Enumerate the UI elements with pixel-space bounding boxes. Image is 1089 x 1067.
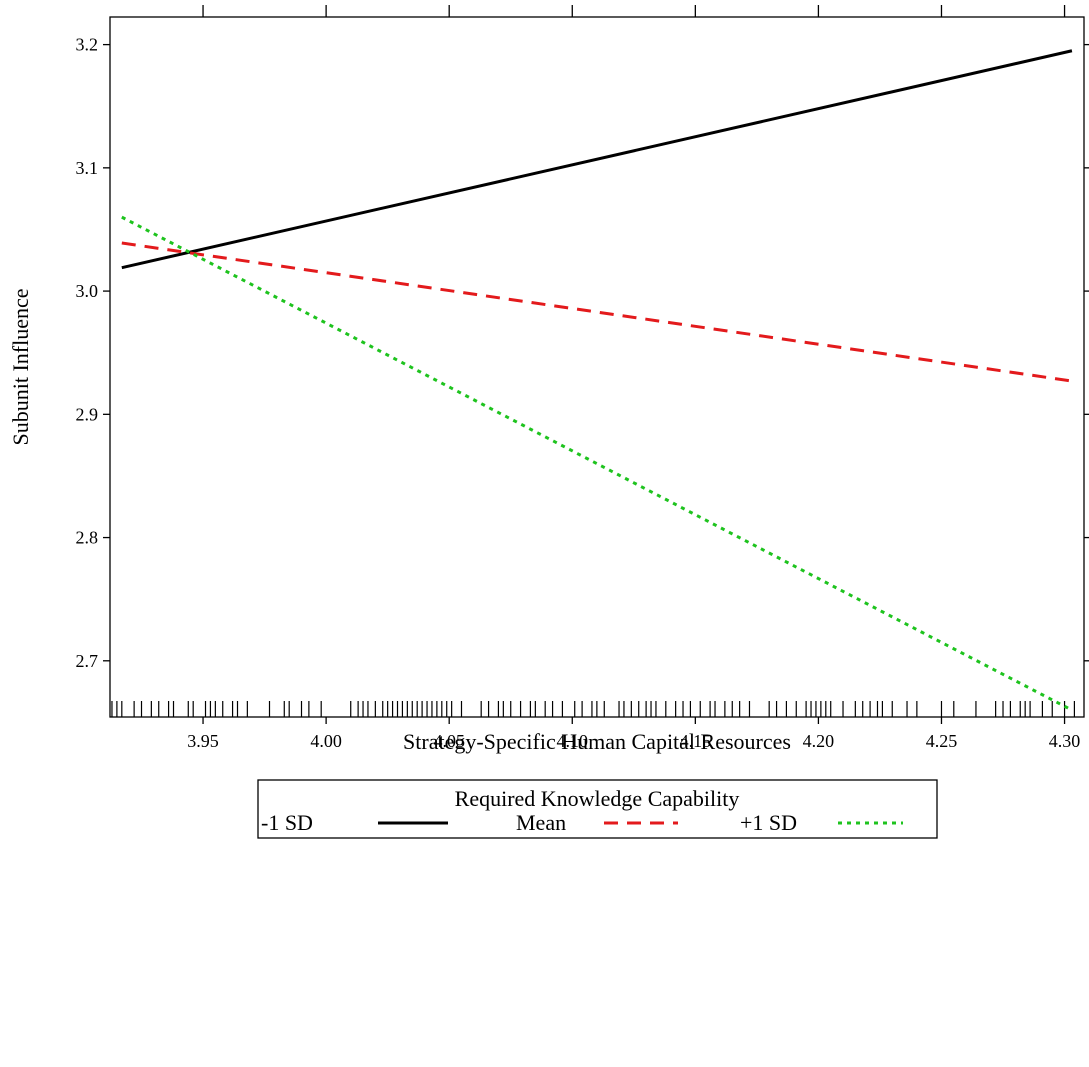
x-tick-label: 4.15 — [680, 731, 712, 751]
rug-marks — [111, 701, 1076, 717]
x-tick-label: 4.05 — [433, 731, 465, 751]
x-tick-label: 4.20 — [803, 731, 835, 751]
x-tick-label: 4.00 — [310, 731, 342, 751]
y-tick-label: 2.8 — [76, 528, 99, 548]
legend: Required Knowledge Capability -1 SD Mean… — [257, 779, 938, 839]
axis-tick-labels: 3.95 4.00 4.05 4.10 4.15 4.20 4.25 4.30 2.7 2.8 2.… — [76, 35, 1081, 751]
y-tick-label: 3.1 — [76, 158, 99, 178]
y-tick-label: 2.9 — [76, 404, 99, 424]
legend-label-mean: Mean — [516, 810, 566, 835]
y-tick-label: 3.0 — [76, 281, 99, 301]
y-tick-label: 2.7 — [76, 651, 99, 671]
series-line-+1 SD — [121, 215, 1073, 712]
x-tick-label: 4.10 — [557, 731, 589, 751]
axis-ticks — [103, 5, 1089, 724]
x-tick-label: 4.25 — [926, 731, 958, 751]
x-tick-label: 3.95 — [187, 731, 219, 751]
legend-title: Required Knowledge Capability — [455, 786, 740, 811]
y-tick-label: 3.2 — [76, 35, 99, 55]
plot-frame — [109, 16, 1085, 718]
legend-box — [257, 779, 938, 839]
series-line-Mean — [121, 241, 1073, 383]
legend-label-minus-1sd: -1 SD — [261, 810, 313, 835]
legend-label-plus-1sd: +1 SD — [740, 810, 797, 835]
series-line--1 SD — [121, 49, 1073, 270]
y-axis-title: Subunit Influence — [8, 288, 33, 445]
x-axis-title: Strategy-Specific Human Capital Resource… — [403, 729, 791, 754]
series-lines — [121, 49, 1073, 712]
x-tick-label: 4.30 — [1049, 731, 1081, 751]
